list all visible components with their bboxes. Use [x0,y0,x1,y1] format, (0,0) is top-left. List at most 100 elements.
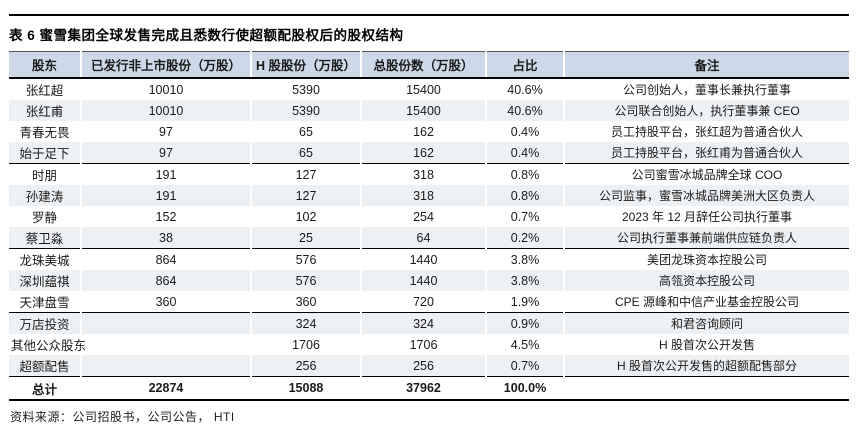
table-title: 表 6 蜜雪集团全球发售完成且悉数行使超额配股权后的股权结构 [9,28,404,43]
column-header-ownership-pct: 占比 [485,51,564,79]
top-rule [9,14,849,16]
table-row: 孙建涛 191 127 318 0.8% 公司监事，蜜雪冰城品牌美洲大区负责人 [9,185,849,206]
total-shares-cell: 318 [360,163,486,185]
shareholder-name-cell: 始于足下 [9,142,81,164]
table-row: 万店投资 324 324 0.9% 和君咨询顾问 [9,312,849,334]
ownership-pct-total-cell: 100.0% [485,376,564,401]
column-header-total-shares: 总股份数（万股） [360,51,486,79]
ownership-pct-cell: 3.8% [485,270,564,291]
h-shares-cell: 256 [250,355,361,377]
shareholder-name-cell: 其他公众股东 [11,339,87,353]
remark-cell: 公司蜜雪冰城品牌全球 COO [563,163,849,185]
table-row: 张红甫 10010 5390 15400 40.6% 公司联合创始人，执行董事兼… [9,100,849,121]
h-shares-cell: 5390 [250,78,361,100]
shareholder-name-cell: 张红超 [25,84,64,98]
shareholder-name-cell: 孙建涛 [9,185,81,206]
table-row: 深圳蕴祺 864 576 1440 3.8% 高瓴资本控股公司 [9,270,849,291]
h-shares-cell: 576 [250,248,361,270]
pre-ipo-shares-cell [80,334,251,355]
shareholder-name-cell: 龙珠美城 [19,254,70,268]
shareholder-name-cell: 罗静 [31,211,57,225]
shareholder-name-cell: 深圳蕴祺 [9,270,81,291]
pre-ipo-shares-cell: 152 [80,206,251,227]
table-row: 罗静 152 102 254 0.7% 2023 年 12 月辞任公司执行董事 [9,206,849,227]
pre-ipo-shares-cell: 360 [80,291,251,313]
ownership-pct-cell: 40.6% [485,78,564,100]
ownership-pct-cell: 4.5% [485,334,564,355]
h-shares-cell: 324 [250,312,361,334]
pre-ipo-shares-cell: 191 [80,185,251,206]
pre-ipo-shares-cell: 191 [80,163,251,185]
report-page: 表 6 蜜雪集团全球发售完成且悉数行使超额配股权后的股权结构 股东 已发行非上市… [0,14,858,425]
pre-ipo-shares-cell: 864 [80,248,251,270]
h-shares-cell: 1706 [250,334,361,355]
total-shares-cell: 1706 [360,334,486,355]
ownership-pct-cell: 0.7% [485,206,564,227]
h-shares-cell: 5390 [250,100,361,121]
shareholder-name-cell: 张红甫 [9,100,81,121]
total-shares-cell: 318 [360,185,486,206]
ownership-pct-cell: 0.7% [485,355,564,377]
remark-cell: 员工持股平台，张红甫为普通合伙人 [563,142,849,164]
ownership-pct-cell: 0.2% [485,227,564,249]
shareholder-name-cell: 蔡卫淼 [9,227,81,249]
total-row: 总计 22874 15088 37962 100.0% [9,376,849,401]
pre-ipo-shares-cell: 10010 [80,100,251,121]
remark-cell: 高瓴资本控股公司 [563,270,849,291]
total-shares-cell: 162 [360,121,486,142]
table-row: 龙珠美城 864 576 1440 3.8% 美团龙珠资本控股公司 [9,248,849,270]
table-row: 天津盘雪 360 360 720 1.9% CPE 源峰和中信产业基金控股公司 [9,291,849,313]
table-row: 始于足下 97 65 162 0.4% 员工持股平台，张红甫为普通合伙人 [9,142,849,164]
shareholder-name-cell: 万店投资 [9,312,81,334]
source-note: 资料来源：公司招股书，公司公告， HTI [10,410,235,424]
remark-cell: CPE 源峰和中信产业基金控股公司 [563,291,849,313]
pre-ipo-shares-cell: 97 [80,121,251,142]
pre-ipo-shares-cell [80,355,251,377]
remark-cell: 和君咨询顾问 [563,312,849,334]
pre-ipo-shares-cell: 864 [80,270,251,291]
remark-cell: 公司创始人，董事长兼执行董事 [563,78,849,100]
ownership-pct-cell: 0.4% [485,142,564,164]
shareholder-name-cell: 时朋 [31,169,57,183]
h-shares-cell: 102 [250,206,361,227]
total-shares-cell: 162 [360,142,486,164]
total-shares-cell: 1440 [360,248,486,270]
table-row: 超额配售 256 256 0.7% H 股首次公开发售的超额配售部分 [9,355,849,377]
pre-ipo-shares-total-cell: 22874 [80,376,251,401]
h-shares-cell: 65 [250,142,361,164]
h-shares-cell: 127 [250,185,361,206]
shareholding-table: 股东 已发行非上市股份（万股） H 股股份（万股） 总股份数（万股） 占比 备注… [9,51,849,401]
shareholder-name-cell: 青春无畏 [19,126,70,140]
column-header-shareholder: 股东 [9,51,81,79]
h-shares-cell: 360 [250,291,361,313]
total-shares-cell: 64 [360,227,486,249]
remark-cell: 公司监事，蜜雪冰城品牌美洲大区负责人 [563,185,849,206]
column-header-remark: 备注 [563,51,849,79]
table-row: 其他公众股东 1706 1706 4.5% H 股首次公开发售 [9,334,849,355]
h-shares-cell: 127 [250,163,361,185]
total-shares-cell: 324 [360,312,486,334]
table-row: 张红超 10010 5390 15400 40.6% 公司创始人，董事长兼执行董… [9,78,849,100]
remark-cell: 员工持股平台，张红超为普通合伙人 [563,121,849,142]
remark-cell [563,376,849,401]
shareholder-name-cell: 天津盘雪 [9,291,81,313]
table-row: 青春无畏 97 65 162 0.4% 员工持股平台，张红超为普通合伙人 [9,121,849,142]
ownership-pct-cell: 0.9% [485,312,564,334]
ownership-pct-cell: 1.9% [485,291,564,313]
total-shares-cell: 1440 [360,270,486,291]
total-shares-cell: 254 [360,206,486,227]
pre-ipo-shares-cell [80,312,251,334]
total-shares-cell: 15400 [360,78,486,100]
h-shares-cell: 65 [250,121,361,142]
total-shares-cell: 256 [360,355,486,377]
table-row: 时朋 191 127 318 0.8% 公司蜜雪冰城品牌全球 COO [9,163,849,185]
pre-ipo-shares-cell: 97 [80,142,251,164]
remark-cell: 公司联合创始人，执行董事兼 CEO [563,100,849,121]
remark-cell: 公司执行董事兼前端供应链负责人 [563,227,849,249]
ownership-pct-cell: 40.6% [485,100,564,121]
h-shares-cell: 25 [250,227,361,249]
total-label-cell: 总计 [9,376,81,401]
remark-cell: H 股首次公开发售 [563,334,849,355]
shareholder-name-cell: 超额配售 [9,355,81,377]
h-shares-total-cell: 15088 [250,376,361,401]
